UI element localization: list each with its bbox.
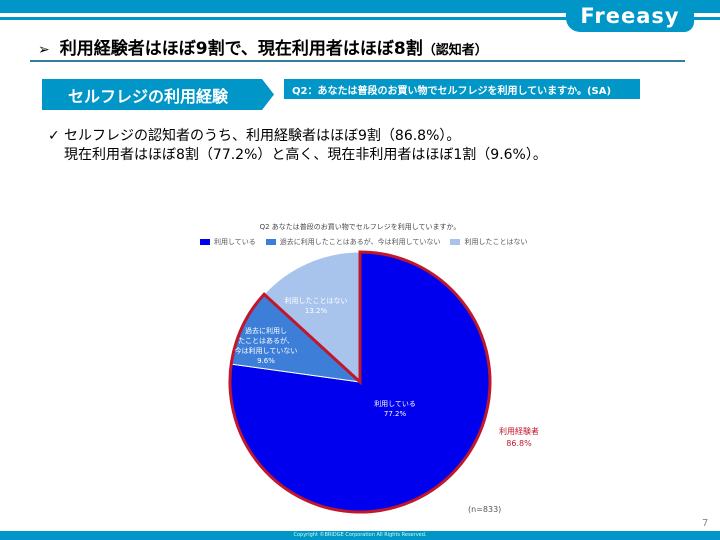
svg-text:13.2%: 13.2% bbox=[305, 307, 328, 315]
svg-text:9.6%: 9.6% bbox=[257, 357, 275, 365]
top-rule bbox=[0, 17, 720, 20]
title-main: 利用経験者はほぼ9割で、現在利用者はほぼ8割 bbox=[59, 39, 423, 59]
section-label: セルフレジの利用経験 bbox=[42, 79, 274, 110]
summary-text: ✓ セルフレジの認知者のうち、利用経験者はほぼ9割（86.8%）。 現在利用者はほ… bbox=[48, 127, 547, 165]
question-badge: Q2：あなたは普段のお買い物でセルフレジを利用していますか。(SA) bbox=[284, 79, 640, 99]
slice-label-never: 利用したことはない bbox=[285, 296, 348, 305]
slice-label-using: 利用している bbox=[374, 399, 416, 408]
legend-item-never: 利用したことはない bbox=[450, 237, 527, 247]
svg-text:今は利用していない: 今は利用していない bbox=[235, 346, 298, 355]
check-icon: ✓ bbox=[48, 128, 60, 144]
slice-label-past: 過去に利用し bbox=[245, 326, 287, 335]
annotation-label: 利用経験者 bbox=[499, 426, 539, 436]
title-sub: （認知者） bbox=[422, 43, 488, 58]
svg-text:77.2%: 77.2% bbox=[384, 410, 407, 418]
annotation-value: 86.8% bbox=[506, 439, 532, 448]
chart-title: Q2 あなたは普段のお買い物でセルフレジを利用していますか。 bbox=[259, 223, 461, 231]
page-number: 7 bbox=[702, 518, 709, 529]
summary-line-2: 現在利用者はほぼ8割（77.2%）と高く、現在非利用者はほぼ1割（9.6%）。 bbox=[64, 147, 547, 163]
title-divider bbox=[30, 60, 685, 62]
svg-text:たことはあるが、: たことはあるが、 bbox=[238, 336, 294, 345]
summary-line-1: セルフレジの認知者のうち、利用経験者はほぼ9割（86.8%）。 bbox=[64, 128, 461, 144]
arrow-bullet-icon: ➢ bbox=[38, 42, 50, 58]
top-bar bbox=[0, 0, 720, 13]
freeasy-logo: Freeasy bbox=[566, 0, 694, 32]
pie-slice-2 bbox=[263, 251, 361, 384]
sample-size: (n=833) bbox=[468, 505, 502, 514]
legend-item-past: 過去に利用したことはあるが、今は利用していない bbox=[265, 237, 440, 247]
page-title: ➢ 利用経験者はほぼ9割で、現在利用者はほぼ8割（認知者） bbox=[38, 34, 488, 59]
legend-item-using: 利用している bbox=[200, 237, 256, 247]
footer-copyright: Copyright ©BRIDGE Corporation All Rights… bbox=[0, 531, 720, 540]
chart-legend: 利用している 過去に利用したことはあるが、今は利用していない 利用したことはない bbox=[200, 237, 527, 247]
